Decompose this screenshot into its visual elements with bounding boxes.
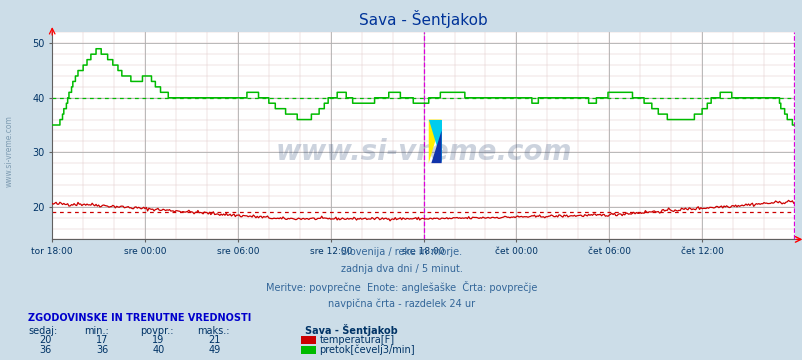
- Text: Meritve: povprečne  Enote: anglešaške  Črta: povprečje: Meritve: povprečne Enote: anglešaške Črt…: [265, 281, 537, 293]
- Text: ZGODOVINSKE IN TRENUTNE VREDNOSTI: ZGODOVINSKE IN TRENUTNE VREDNOSTI: [28, 313, 251, 323]
- Text: maks.:: maks.:: [196, 326, 229, 336]
- Text: navpična črta - razdelek 24 ur: navpična črta - razdelek 24 ur: [327, 298, 475, 309]
- Polygon shape: [428, 120, 441, 163]
- Text: temperatura[F]: temperatura[F]: [319, 335, 395, 345]
- Text: 20: 20: [39, 335, 52, 345]
- Text: Slovenija / reke in morje.: Slovenija / reke in morje.: [341, 247, 461, 257]
- Text: 19: 19: [152, 335, 164, 345]
- Text: www.si-vreme.com: www.si-vreme.com: [5, 115, 14, 187]
- Polygon shape: [431, 130, 441, 163]
- Text: 49: 49: [208, 345, 221, 355]
- Text: 21: 21: [208, 335, 221, 345]
- Polygon shape: [428, 120, 441, 163]
- Text: 17: 17: [95, 335, 108, 345]
- Text: 36: 36: [95, 345, 108, 355]
- Text: 40: 40: [152, 345, 164, 355]
- Text: sedaj:: sedaj:: [28, 326, 57, 336]
- Text: zadnja dva dni / 5 minut.: zadnja dva dni / 5 minut.: [340, 264, 462, 274]
- Text: pretok[čevelj3/min]: pretok[čevelj3/min]: [319, 344, 415, 355]
- Text: min.:: min.:: [84, 326, 109, 336]
- Text: povpr.:: povpr.:: [140, 326, 174, 336]
- Title: Sava - Šentjakob: Sava - Šentjakob: [358, 10, 488, 28]
- Text: Sava - Šentjakob: Sava - Šentjakob: [305, 324, 398, 336]
- Text: www.si-vreme.com: www.si-vreme.com: [275, 139, 571, 166]
- Text: 36: 36: [39, 345, 52, 355]
